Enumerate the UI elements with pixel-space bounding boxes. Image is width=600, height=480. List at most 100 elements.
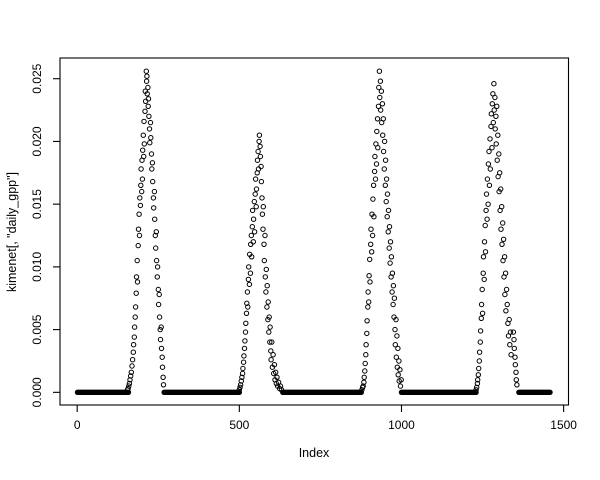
data-point xyxy=(511,345,517,352)
data-point xyxy=(242,329,249,335)
data-point xyxy=(126,380,133,387)
data-point xyxy=(250,239,257,245)
data-point xyxy=(253,186,260,192)
data-point xyxy=(485,201,491,207)
data-point xyxy=(366,299,372,305)
data-point xyxy=(274,374,280,380)
data-point xyxy=(502,291,508,298)
data-point xyxy=(364,330,370,337)
data-point xyxy=(251,229,258,235)
data-point xyxy=(138,182,144,189)
data-point xyxy=(377,78,384,84)
data-point xyxy=(140,147,146,153)
data-point xyxy=(481,276,487,283)
data-point xyxy=(141,118,147,125)
data-point xyxy=(361,374,367,380)
data-point xyxy=(149,160,156,166)
data-point xyxy=(372,176,379,182)
data-point xyxy=(268,348,274,354)
data-point xyxy=(397,383,404,389)
data-point xyxy=(147,119,154,126)
data-point xyxy=(150,195,157,201)
data-point xyxy=(363,352,369,358)
data-point xyxy=(490,119,496,126)
data-point xyxy=(368,226,374,232)
data-point xyxy=(476,358,482,364)
data-point xyxy=(263,266,269,273)
data-point xyxy=(496,151,502,157)
data-point xyxy=(252,191,258,197)
data-point xyxy=(259,211,266,217)
data-point xyxy=(157,326,163,333)
data-point xyxy=(498,186,504,192)
data-point xyxy=(252,176,259,182)
data-point xyxy=(136,211,142,217)
data-point xyxy=(142,108,148,115)
data-point xyxy=(262,274,268,280)
data-point xyxy=(385,229,391,235)
data-point xyxy=(129,363,135,369)
data-point xyxy=(159,354,165,360)
data-point xyxy=(158,324,164,330)
data-point xyxy=(129,357,136,363)
data-point xyxy=(387,239,394,245)
data-point xyxy=(478,315,484,321)
data-point xyxy=(369,249,375,255)
data-point xyxy=(393,354,399,360)
data-point xyxy=(152,216,158,222)
data-point xyxy=(262,232,268,239)
data-point xyxy=(267,324,273,330)
data-point xyxy=(145,96,152,102)
data-point xyxy=(134,279,141,285)
data-point xyxy=(483,191,490,197)
data-point xyxy=(376,68,383,74)
data-point xyxy=(128,369,135,375)
data-point xyxy=(371,214,377,220)
data-point xyxy=(273,369,279,375)
data-point xyxy=(395,372,401,378)
data-point xyxy=(130,342,137,348)
data-point xyxy=(160,382,167,388)
data-point xyxy=(397,367,403,373)
data-point xyxy=(391,295,398,301)
data-point xyxy=(371,168,378,175)
data-point xyxy=(133,290,139,296)
data-point xyxy=(367,256,373,263)
x-axis: 0 500 1000 1500 xyxy=(74,405,577,432)
y-axis: 0.000 0.005 0.010 0.015 0.020 0.025 xyxy=(30,63,60,407)
data-point xyxy=(395,345,401,352)
data-point xyxy=(374,128,380,135)
data-point xyxy=(126,383,132,389)
data-point xyxy=(367,279,373,285)
data-point xyxy=(375,145,381,151)
data-point xyxy=(153,229,160,235)
data-point xyxy=(361,379,367,385)
data-point xyxy=(258,178,265,185)
data-point xyxy=(388,254,395,260)
data-point xyxy=(147,140,153,146)
data-point xyxy=(392,326,398,333)
data-point xyxy=(375,103,382,110)
data-point xyxy=(384,214,390,220)
data-point xyxy=(143,68,150,74)
data-point xyxy=(390,301,396,308)
data-point xyxy=(379,101,386,107)
data-point xyxy=(477,328,484,334)
data-point xyxy=(157,336,164,343)
data-point xyxy=(380,148,387,155)
data-point xyxy=(500,220,506,226)
data-point xyxy=(364,318,370,324)
data-point xyxy=(243,320,249,326)
data-point xyxy=(264,304,270,310)
y-tick-label: 0.015 xyxy=(30,189,44,219)
data-point xyxy=(237,382,244,388)
y-tick-label: 0.000 xyxy=(30,377,44,407)
data-point xyxy=(251,198,258,205)
data-point xyxy=(268,357,274,363)
data-point xyxy=(366,273,372,279)
data-point xyxy=(491,81,497,87)
data-point xyxy=(503,308,509,314)
data-point xyxy=(150,178,156,185)
x-tick-label: 500 xyxy=(229,418,249,432)
